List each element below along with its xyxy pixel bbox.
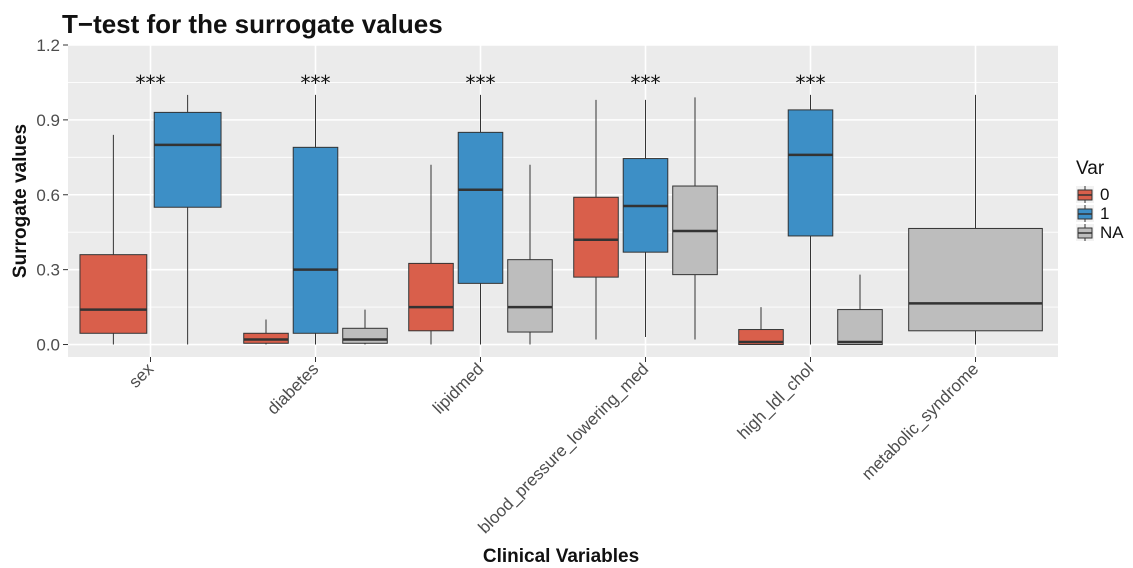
- significance-label: ***: [631, 71, 661, 95]
- box-blood_pressure_lowering_med-var-0: [573, 99, 619, 340]
- y-axis: 0.0 0.3 0.6 0.9 1.2: [36, 36, 68, 355]
- box-lipidmed-var-NA: [507, 164, 553, 345]
- chart-title: T−test for the surrogate values: [62, 9, 443, 39]
- box-body: [507, 259, 553, 333]
- box-body: [292, 146, 339, 334]
- significance-label: ***: [466, 71, 496, 95]
- box-body: [908, 227, 1043, 332]
- x-tick-label: blood_pressure_lowering_med: [475, 359, 653, 537]
- box-lipidmed-var-1: [457, 94, 504, 345]
- legend-key-1: [1076, 205, 1094, 222]
- box-metabolic_syndrome-var-NA: [908, 94, 1043, 345]
- box-diabetes-var-1: [292, 94, 339, 345]
- significance-markers: *** *** *** *** ***: [136, 71, 826, 95]
- legend-label-0: 0: [1100, 185, 1109, 204]
- box-body: [408, 262, 454, 332]
- x-tick-label: high_ldl_chol: [734, 359, 818, 443]
- plot-panel: [68, 45, 1058, 357]
- box-body: [573, 196, 619, 278]
- legend-title: Var: [1076, 158, 1105, 179]
- y-tick-label: 0.0: [36, 336, 60, 355]
- legend-label-1: 1: [1100, 204, 1109, 223]
- box-body: [342, 327, 388, 344]
- y-tick-label: 0.3: [36, 261, 60, 280]
- box-diabetes-var-0: [243, 319, 289, 345]
- box-high_ldl_chol-var-0: [738, 307, 784, 346]
- y-tick-label: 0.6: [36, 186, 60, 205]
- box-diabetes-var-NA: [342, 309, 388, 345]
- box-body: [837, 309, 883, 346]
- box-sex-var-0: [79, 134, 148, 345]
- box-body: [787, 109, 834, 237]
- x-tick-label: metabolic_syndrome: [858, 359, 982, 483]
- box-blood_pressure_lowering_med-var-1: [622, 99, 669, 338]
- y-tick-label: 0.9: [36, 111, 60, 130]
- legend-key-NA: [1076, 224, 1094, 241]
- significance-label: ***: [301, 71, 331, 95]
- boxes: [79, 94, 1043, 346]
- y-tick-label: 1.2: [36, 36, 60, 55]
- legend-key-0: [1076, 186, 1094, 203]
- significance-label: ***: [136, 71, 166, 95]
- box-high_ldl_chol-var-1: [787, 94, 834, 345]
- box-body: [153, 111, 222, 208]
- x-axis: sex diabetes lipidmedblood_pressure_loweri…: [125, 357, 982, 537]
- x-tick-label: lipidmed: [429, 359, 487, 417]
- legend-label-NA: NA: [1100, 223, 1124, 242]
- significance-label: ***: [796, 71, 826, 95]
- x-axis-title: Clinical Variables: [483, 546, 639, 567]
- box-sex-var-1: [153, 94, 222, 345]
- x-tick-label: diabetes: [263, 359, 322, 418]
- x-tick-label: sex: [125, 359, 157, 391]
- y-axis-title: Surrogate values: [10, 124, 31, 278]
- box-body: [79, 254, 148, 334]
- box-blood_pressure_lowering_med-var-NA: [672, 97, 718, 340]
- box-lipidmed-var-0: [408, 164, 454, 345]
- box-high_ldl_chol-var-NA: [837, 274, 883, 346]
- box-body: [457, 131, 504, 284]
